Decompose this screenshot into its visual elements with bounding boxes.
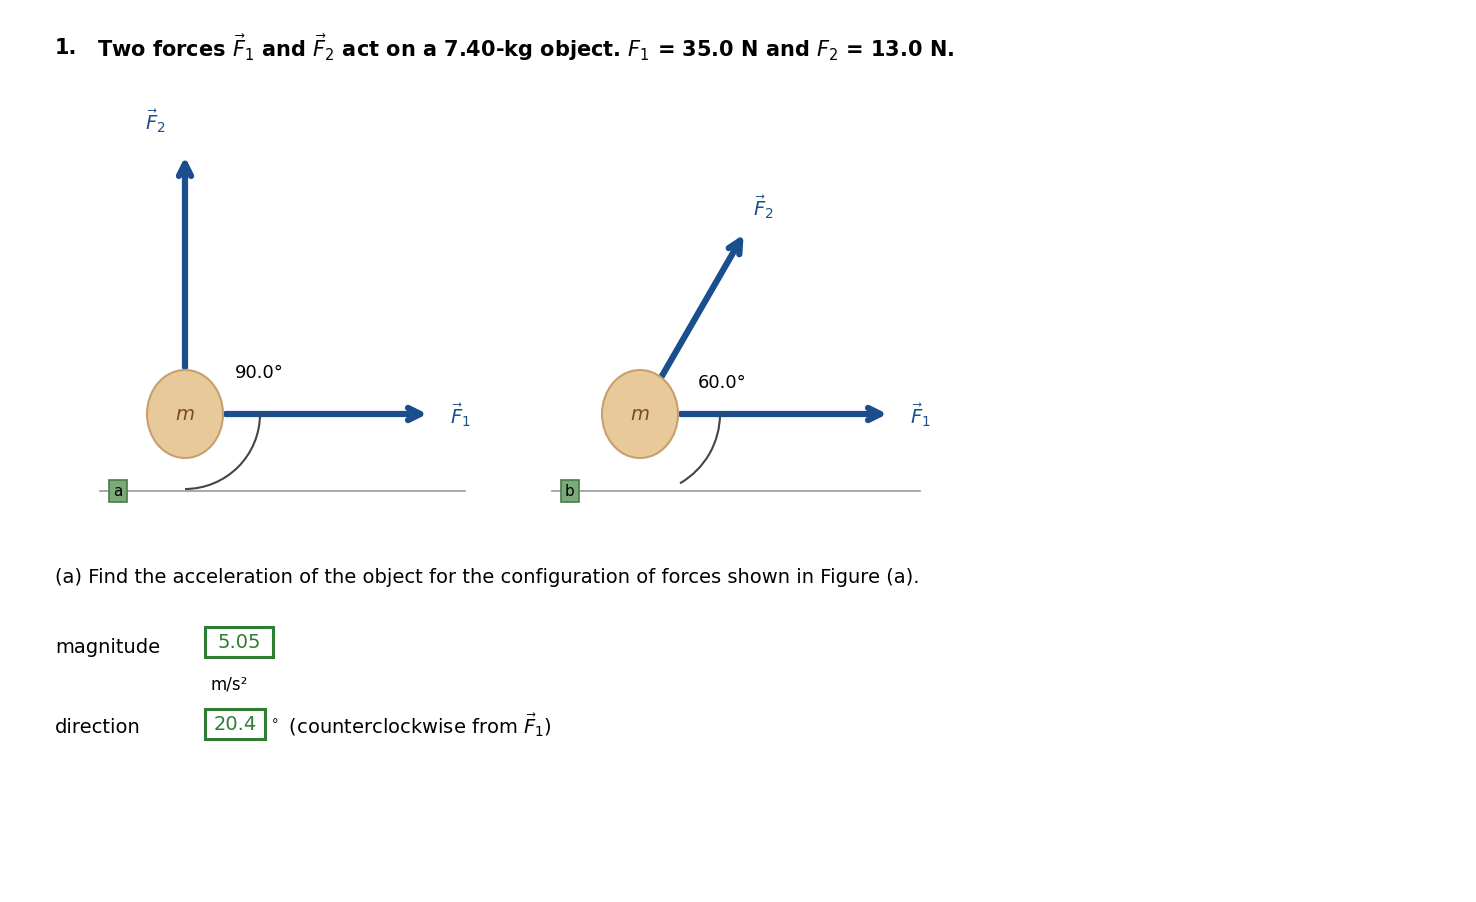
Text: a: a <box>114 484 123 499</box>
Text: $^\circ$ (counterclockwise from $\vec{F}_1$): $^\circ$ (counterclockwise from $\vec{F}… <box>269 711 552 738</box>
Text: magnitude: magnitude <box>55 638 159 657</box>
Text: b: b <box>565 484 574 499</box>
Text: 20.4: 20.4 <box>214 714 257 733</box>
Text: 5.05: 5.05 <box>217 633 261 652</box>
Text: 1.: 1. <box>55 38 77 58</box>
Text: $m$: $m$ <box>630 406 649 424</box>
Text: 60.0°: 60.0° <box>698 373 747 391</box>
Ellipse shape <box>148 371 223 458</box>
Text: $m$: $m$ <box>176 406 195 424</box>
Text: $\vec{F}_1$: $\vec{F}_1$ <box>450 400 471 428</box>
Ellipse shape <box>602 371 677 458</box>
Text: $\vec{F}_1$: $\vec{F}_1$ <box>911 400 931 428</box>
Text: Two forces $\vec{F}_1$ and $\vec{F}_2$ act on a 7.40-kg object. $\mathit{F_1}$ =: Two forces $\vec{F}_1$ and $\vec{F}_2$ a… <box>97 32 955 63</box>
Text: $\vec{F}_2$: $\vec{F}_2$ <box>753 193 773 221</box>
Text: (a) Find the acceleration of the object for the configuration of forces shown in: (a) Find the acceleration of the object … <box>55 568 920 587</box>
FancyBboxPatch shape <box>205 709 266 739</box>
Text: m/s²: m/s² <box>210 676 248 694</box>
Text: direction: direction <box>55 718 140 737</box>
Text: $\vec{F}_2$: $\vec{F}_2$ <box>145 107 165 135</box>
FancyBboxPatch shape <box>205 627 273 658</box>
Text: 90.0°: 90.0° <box>235 364 283 382</box>
